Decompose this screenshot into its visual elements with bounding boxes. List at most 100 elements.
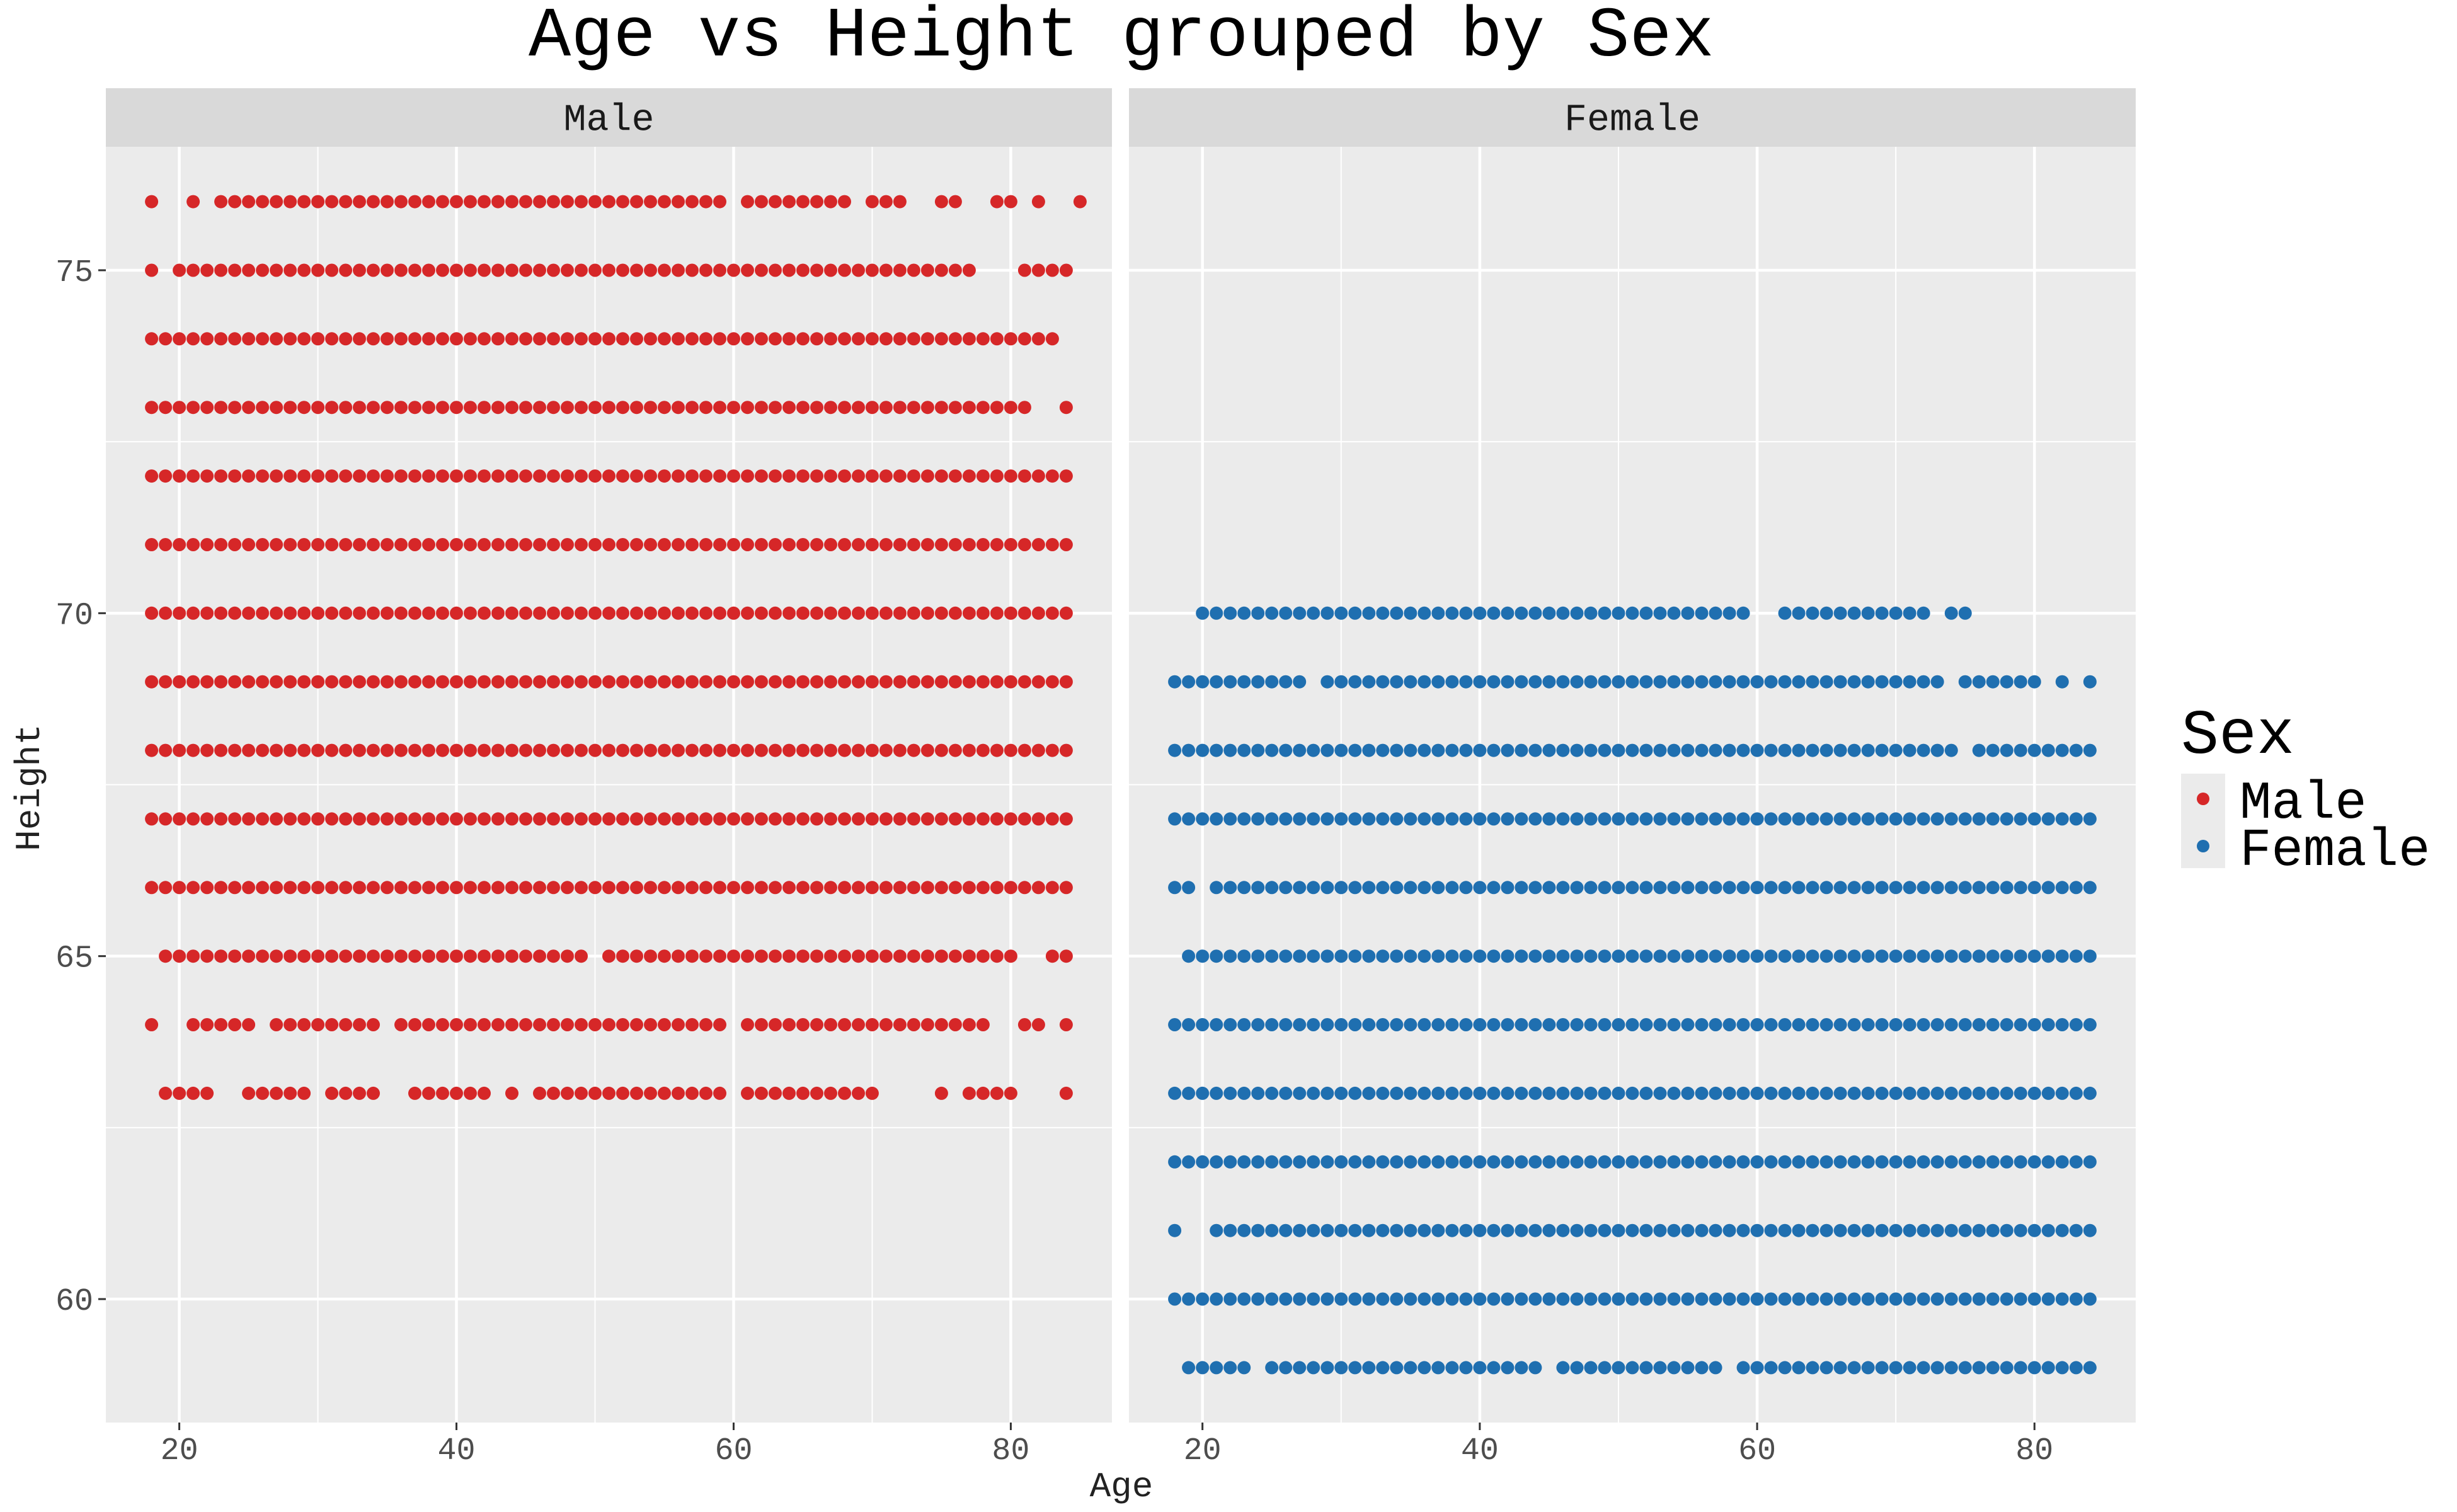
data-point: Male: Age 69, Height 67 <box>852 812 865 826</box>
data-point: Female: Age 67, Height 66 <box>1847 881 1861 895</box>
data-point: Female: Age 25, Height 64 <box>1265 1018 1279 1031</box>
data-point: Male: Age 32, Height 73 <box>339 401 353 415</box>
data-point: Female: Age 62, Height 61 <box>1778 1223 1792 1237</box>
data-point: Female: Age 33, Height 59 <box>1376 1361 1390 1375</box>
data-point: Male: Age 44, Height 63 <box>505 1086 518 1100</box>
data-point: Male: Age 42, Height 69 <box>478 675 491 689</box>
data-point: Male: Age 66, Height 73 <box>810 401 823 415</box>
data-point: Female: Age 72, Height 68 <box>1916 743 1930 757</box>
data-point: Female: Age 33, Height 67 <box>1376 812 1390 826</box>
data-point: Male: Age 61, Height 71 <box>741 538 754 551</box>
data-point: Male: Age 26, Height 67 <box>256 812 270 826</box>
data-point: Male: Age 33, Height 73 <box>353 401 366 415</box>
data-point: Male: Age 56, Height 72 <box>672 469 685 483</box>
data-point: Female: Age 75, Height 65 <box>1958 949 1972 963</box>
data-point: Female: Age 62, Height 65 <box>1778 949 1792 963</box>
data-point: Male: Age 50, Height 66 <box>588 881 602 895</box>
data-point: Male: Age 34, Height 69 <box>367 675 380 689</box>
data-point: Female: Age 76, Height 61 <box>1972 1223 1986 1237</box>
data-point: Female: Age 18, Height 64 <box>1168 1018 1182 1031</box>
data-point: Male: Age 32, Height 71 <box>339 538 353 551</box>
data-point: Male: Age 35, Height 67 <box>381 812 394 826</box>
data-point: Male: Age 49, Height 76 <box>575 195 588 209</box>
data-point: Female: Age 19, Height 63 <box>1182 1086 1196 1100</box>
data-point: Female: Age 49, Height 61 <box>1598 1223 1612 1237</box>
data-point: Female: Age 38, Height 67 <box>1445 812 1459 826</box>
data-point: Male: Age 42, Height 71 <box>478 538 491 551</box>
data-point: Female: Age 76, Height 68 <box>1972 743 1986 757</box>
data-point: Female: Age 41, Height 62 <box>1487 1155 1501 1169</box>
data-point: Male: Age 84, Height 75 <box>1059 263 1073 277</box>
data-point: Male: Age 35, Height 66 <box>381 881 394 895</box>
data-point: Male: Age 77, Height 74 <box>962 332 976 346</box>
data-point: Female: Age 53, Height 67 <box>1653 812 1667 826</box>
data-point: Male: Age 46, Height 65 <box>533 949 546 963</box>
data-point: Female: Age 29, Height 63 <box>1320 1086 1334 1100</box>
data-point: Female: Age 27, Height 63 <box>1293 1086 1307 1100</box>
data-point: Male: Age 69, Height 75 <box>852 263 865 277</box>
data-point: Female: Age 39, Height 59 <box>1459 1361 1473 1375</box>
data-point: Male: Age 83, Height 70 <box>1045 606 1059 620</box>
data-point: Female: Age 55, Height 64 <box>1681 1018 1695 1031</box>
data-point: Male: Age 39, Height 63 <box>436 1086 449 1100</box>
data-point: Male: Age 41, Height 65 <box>464 949 477 963</box>
data-point: Female: Age 22, Height 67 <box>1223 812 1237 826</box>
data-point: Female: Age 58, Height 63 <box>1722 1086 1736 1100</box>
data-point: Female: Age 66, Height 62 <box>1833 1155 1847 1169</box>
data-point: Female: Age 60, Height 63 <box>1750 1086 1764 1100</box>
data-point: Female: Age 62, Height 67 <box>1778 812 1792 826</box>
data-point: Female: Age 35, Height 63 <box>1404 1086 1418 1100</box>
data-point: Male: Age 74, Height 66 <box>920 881 934 895</box>
data-point: Male: Age 32, Height 72 <box>339 469 353 483</box>
data-point: Female: Age 80, Height 68 <box>2027 743 2041 757</box>
data-point: Male: Age 54, Height 71 <box>644 538 657 551</box>
data-point: Female: Age 41, Height 59 <box>1487 1361 1501 1375</box>
data-point: Male: Age 47, Height 63 <box>547 1086 560 1100</box>
data-point: Male: Age 22, Height 63 <box>200 1086 214 1100</box>
data-point: Female: Age 31, Height 59 <box>1348 1361 1362 1375</box>
data-point: Female: Age 30, Height 59 <box>1334 1361 1348 1375</box>
data-point: Female: Age 75, Height 60 <box>1958 1292 1972 1306</box>
data-point: Male: Age 77, Height 69 <box>962 675 976 689</box>
data-point: Male: Age 40, Height 63 <box>450 1086 463 1100</box>
data-point: Male: Age 48, Height 66 <box>561 881 574 895</box>
data-point: Female: Age 57, Height 65 <box>1709 949 1722 963</box>
data-point: Male: Age 47, Height 64 <box>547 1018 560 1031</box>
data-point: Male: Age 66, Height 72 <box>810 469 823 483</box>
data-point: Female: Age 23, Height 59 <box>1237 1361 1251 1375</box>
data-point: Female: Age 67, Height 67 <box>1847 812 1861 826</box>
data-point: Female: Age 77, Height 67 <box>1986 812 2000 826</box>
data-point: Male: Age 19, Height 70 <box>159 606 173 620</box>
data-point: Male: Age 77, Height 68 <box>962 743 976 757</box>
data-point: Male: Age 46, Height 76 <box>533 195 546 209</box>
data-point: Male: Age 78, Height 70 <box>976 606 990 620</box>
data-point: Female: Age 34, Height 61 <box>1390 1223 1404 1237</box>
data-point: Male: Age 51, Height 73 <box>602 401 616 415</box>
data-point: Female: Age 49, Height 60 <box>1598 1292 1612 1306</box>
data-point: Female: Age 82, Height 59 <box>2055 1361 2069 1375</box>
y-tick-label: 70 <box>55 598 93 634</box>
data-point: Male: Age 36, Height 68 <box>394 743 408 757</box>
data-point: Male: Age 40, Height 65 <box>450 949 463 963</box>
data-point: Male: Age 38, Height 73 <box>422 401 435 415</box>
data-point: Male: Age 62, Height 63 <box>755 1086 768 1100</box>
data-point: Female: Age 43, Height 63 <box>1515 1086 1528 1100</box>
data-point: Female: Age 56, Height 66 <box>1695 881 1709 895</box>
data-point: Male: Age 79, Height 72 <box>990 469 1004 483</box>
data-point: Male: Age 20, Height 66 <box>173 881 186 895</box>
data-point: Female: Age 58, Height 68 <box>1722 743 1736 757</box>
data-point: Male: Age 61, Height 70 <box>741 606 754 620</box>
data-point: Male: Age 49, Height 74 <box>575 332 588 346</box>
data-point: Male: Age 38, Height 64 <box>422 1018 435 1031</box>
data-point: Female: Age 73, Height 65 <box>1930 949 1944 963</box>
data-point: Female: Age 70, Height 66 <box>1889 881 1903 895</box>
data-point: Male: Age 54, Height 65 <box>644 949 657 963</box>
data-point: Female: Age 31, Height 70 <box>1348 606 1362 620</box>
data-point: Male: Age 59, Height 74 <box>713 332 726 346</box>
data-point: Female: Age 39, Height 66 <box>1459 881 1473 895</box>
data-point: Female: Age 79, Height 68 <box>2013 743 2027 757</box>
data-point: Male: Age 39, Height 64 <box>436 1018 449 1031</box>
data-point: Female: Age 37, Height 69 <box>1431 675 1445 689</box>
data-point: Male: Age 66, Height 76 <box>810 195 823 209</box>
data-point: Female: Age 42, Height 62 <box>1501 1155 1515 1169</box>
